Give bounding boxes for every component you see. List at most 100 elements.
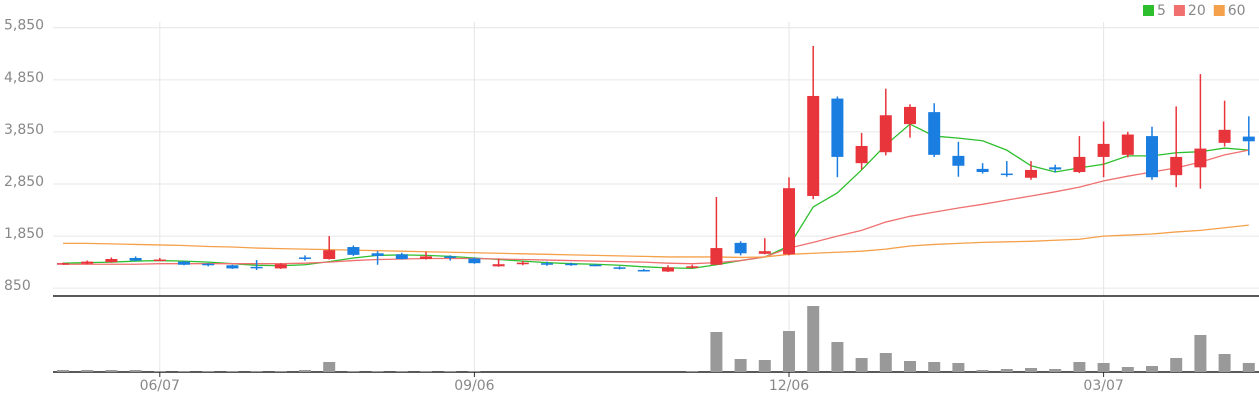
legend-swatch [1173,5,1185,16]
volume-bar [1025,368,1037,372]
candle-body [904,106,916,125]
y-tick-label: 3,850 [4,122,44,138]
candle-body [57,263,69,265]
volume-bar [81,370,94,372]
candle-body [710,248,723,265]
volume-bar [444,371,457,372]
volume-bar [1073,362,1086,372]
candle-body [637,269,650,272]
volume-bar [1218,354,1231,372]
volume-bar [299,370,311,372]
candle-body [395,254,408,260]
volume-bar [274,371,287,372]
volume-bar [1170,358,1183,372]
candle-body [1049,167,1062,170]
candle-body [783,188,795,255]
legend-swatch [1213,5,1225,16]
candle-body [105,259,118,263]
candle-body [565,263,578,266]
x-tick-label: 06/07 [140,378,180,394]
candle-body [347,247,360,255]
candle-body [299,257,311,259]
volume-bar [105,370,118,372]
candle-body [855,145,868,164]
candle-body [613,267,626,269]
candle-body [1146,136,1158,178]
volume-bar [420,371,432,372]
volume-bar [226,371,239,372]
candle-body [1121,134,1134,155]
x-tick-label: 03/07 [1083,378,1123,394]
volume-bar [202,371,215,372]
candle-body [686,266,699,268]
candle-body [1170,156,1183,176]
legend-label: 60 [1228,3,1246,19]
volume-bar [178,371,190,372]
volume-bar [1000,369,1013,372]
volume-bar [395,371,408,372]
candle-body [879,115,892,153]
candle-body [444,256,457,258]
candle-body [1073,156,1086,173]
legend-label: 5 [1157,3,1166,19]
candle-body [420,256,432,260]
candle-body [831,98,844,157]
candle-body [758,251,771,254]
volume-bar [371,371,384,372]
ma-line [63,149,1249,265]
volume-bar [879,353,892,372]
candle-body [323,250,336,260]
volume-bar [1121,367,1134,372]
candle-body [178,261,190,265]
candle-body [226,265,239,269]
volume-bar [710,332,723,372]
volume-bar [250,371,263,372]
y-tick-label: 4,850 [4,70,44,86]
volume-bar [129,370,142,372]
volume-bar [831,342,844,372]
volume-bar [783,331,795,372]
candle-body [371,253,384,256]
legend-swatch [1143,5,1154,16]
candle-body [734,242,747,254]
candle-body [589,264,602,267]
ma-line [63,224,1249,259]
x-tick-label: 09/06 [454,378,494,394]
candle-body [468,258,481,264]
candle-body [129,257,142,261]
candle-body [81,261,94,264]
legend-label: 20 [1188,3,1206,19]
candle-body [807,95,820,196]
volume-bar [686,371,699,372]
volume-bar [347,371,360,372]
volume-bar [153,371,166,372]
candle-body [1242,136,1255,142]
x-tick-label: 12/06 [769,378,809,394]
volume-bar [758,360,771,372]
volume-bar [468,371,481,372]
volume-bar [1194,335,1207,372]
volume-bar [928,362,941,372]
candle-body [1025,169,1037,178]
y-tick-label: 1,850 [4,226,44,242]
volume-bar [57,370,69,372]
volume-bar [1242,363,1255,372]
candle-body [928,112,941,155]
candle-body [250,266,263,269]
y-tick-label: 5,850 [4,18,44,34]
volume-bar [323,362,336,372]
volume-bar [1049,369,1062,372]
candle-body [976,168,989,173]
candle-body [202,263,215,266]
candle-body [1194,148,1207,168]
candle-body [153,259,166,262]
volume-bar [952,363,965,372]
volume-bar [1146,366,1158,372]
volume-bar [807,306,820,372]
candle-body [1097,143,1110,157]
volume-bar [855,358,868,372]
volume-bar [734,359,747,372]
candle-body [662,267,674,272]
candle-body [952,155,965,166]
